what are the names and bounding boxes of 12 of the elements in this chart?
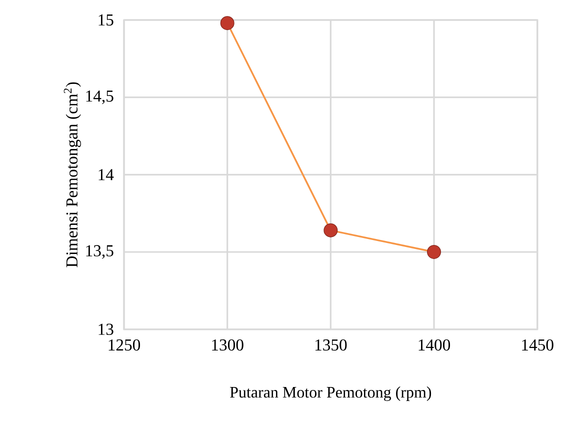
y-tick-label: 13,5 [86,245,114,259]
y-axis-title: Dimensi Pemotongan (cm$^{2}$) [64,82,81,268]
y-tick-label: 13 [98,324,114,335]
x-tick-label: 1250 [108,339,140,351]
y-tick-label: 14,5 [86,90,114,104]
x-tick-label: 1350 [315,339,347,351]
y-tick-label: 14 [98,169,114,180]
x-axis-title: Putaran Motor Pemotong (rpm) [230,386,432,401]
y-tick-label: 15 [98,14,114,26]
x-tick-label: 1450 [522,339,554,351]
x-tick-label: 1300 [212,339,244,351]
x-tick-label: 1400 [418,339,450,351]
